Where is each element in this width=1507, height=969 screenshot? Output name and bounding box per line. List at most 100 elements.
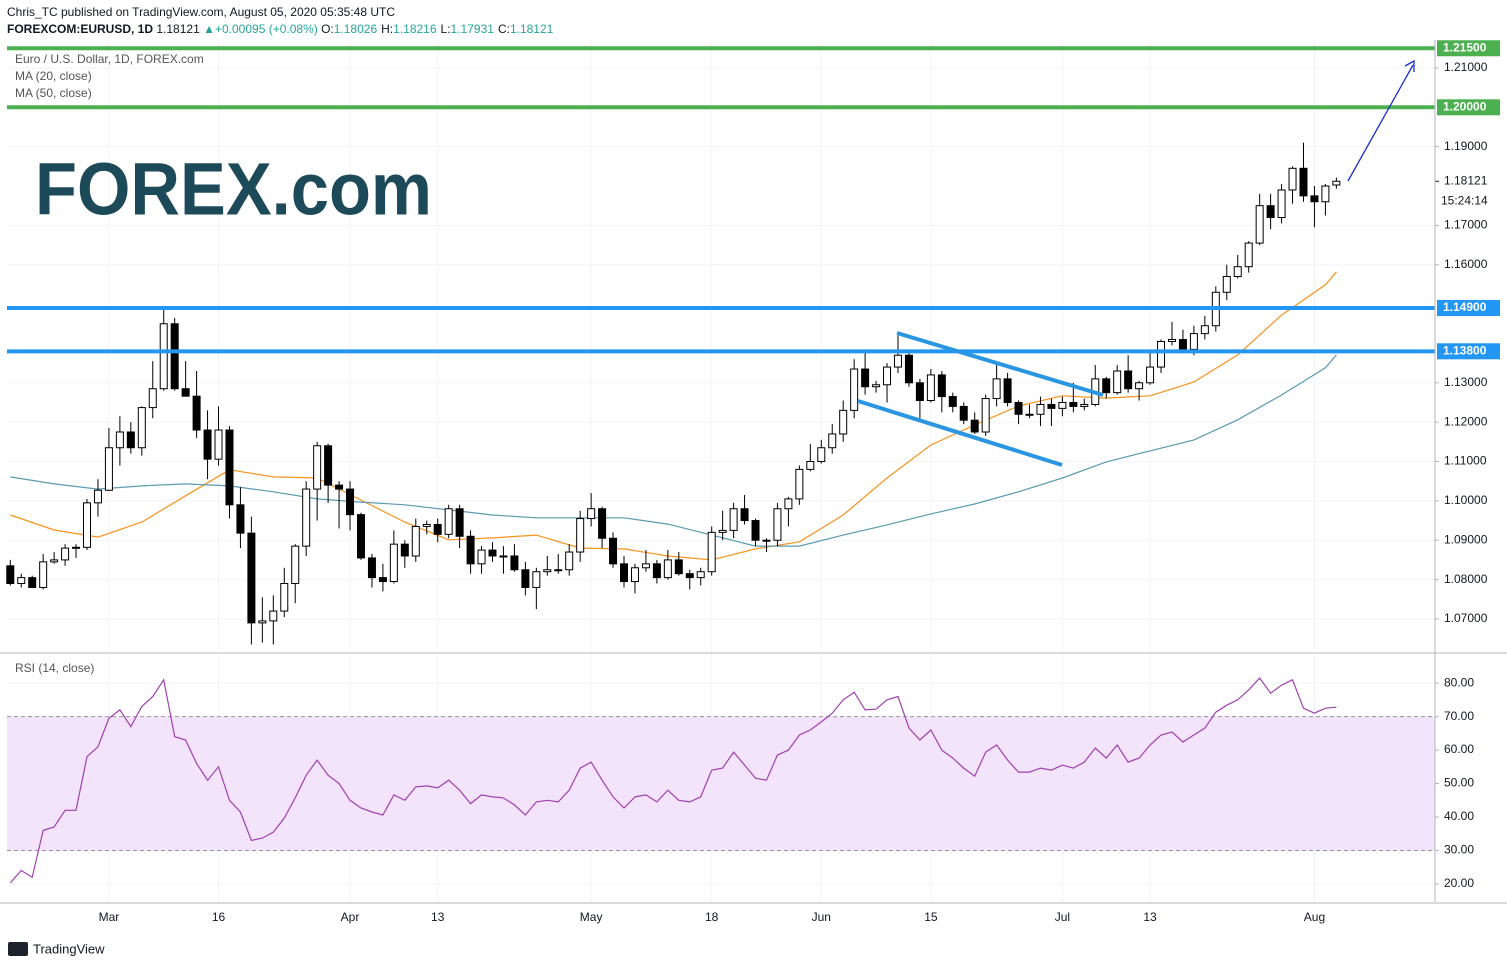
candle-body	[61, 547, 70, 561]
legend-ma20: MA (20, close)	[15, 69, 92, 83]
candle-body	[926, 374, 935, 402]
x-tick-label: Apr	[341, 910, 360, 924]
candle-body	[959, 405, 968, 421]
candle-body	[1233, 266, 1242, 278]
candle-body	[1321, 185, 1330, 203]
candle-body	[324, 445, 333, 486]
candle-body	[1058, 401, 1067, 409]
candle-body	[1157, 340, 1166, 368]
ohlc-label: H:	[381, 22, 394, 36]
candle-body	[1299, 167, 1308, 197]
y-tick-label: 1.21000	[1444, 60, 1488, 74]
candle-body	[609, 537, 618, 565]
candle-body	[302, 488, 311, 547]
candle-body	[291, 545, 300, 585]
level-label: 1.13800	[1443, 343, 1487, 357]
x-tick-label: Jun	[812, 910, 831, 924]
arrow-head	[1404, 59, 1415, 72]
candle-body	[1102, 378, 1111, 394]
candle-body	[1277, 189, 1286, 218]
candle-body	[1113, 370, 1122, 394]
candle-body	[674, 559, 683, 575]
rsi-title: RSI (14, close)	[15, 661, 94, 675]
channel-upper	[896, 331, 1104, 397]
candle-body	[1244, 242, 1253, 268]
candle-body	[104, 447, 113, 491]
candle-body	[50, 559, 59, 563]
level-label-bg	[1437, 99, 1500, 116]
candle-body	[532, 571, 541, 588]
candle-body	[6, 565, 15, 585]
symbol-line: FOREXCOM:EURUSD, 1D 1.18121 ▲+0.00095 (+…	[7, 22, 557, 36]
candle-body	[192, 395, 201, 431]
candle-body	[203, 429, 212, 460]
candle-body	[247, 532, 256, 624]
x-tick-label: Jul	[1055, 910, 1070, 924]
candle-body	[181, 388, 190, 397]
candle-body	[1069, 401, 1078, 407]
y-tick-label: 60.00	[1444, 742, 1474, 756]
candle-body	[83, 502, 92, 548]
y-tick-label: 80.00	[1444, 675, 1474, 689]
level-label: 1.14900	[1443, 300, 1487, 314]
candle-body	[828, 433, 837, 449]
marks: Mar 16 Apr 13 May 18 Jun 15 Jul 13 Aug 1.21000 1.190…	[6, 40, 1500, 924]
candle-body	[400, 543, 409, 557]
candle-body	[707, 531, 716, 573]
candle-body	[17, 577, 26, 585]
candle-body	[258, 620, 267, 624]
candle-body	[1200, 325, 1209, 335]
y-tick-label: 1.09000	[1444, 532, 1488, 546]
symbol: FOREXCOM:EURUSD, 1D	[7, 22, 154, 36]
ohlc-label: C:	[497, 22, 510, 36]
candle-body	[817, 447, 826, 463]
ohlc: O:1.18026 H:1.18216 L:1.17931 C:1.18121	[321, 22, 557, 36]
candle-body	[587, 508, 596, 520]
candle-body	[159, 323, 168, 390]
line	[9, 677, 1337, 884]
candle-body	[214, 429, 223, 460]
candle-body	[510, 555, 519, 571]
y-tick-label: 40.00	[1444, 809, 1474, 823]
candle-body	[729, 508, 738, 531]
candle-body	[521, 569, 530, 588]
candle-body	[313, 445, 322, 490]
logo: FOREX.com	[35, 148, 432, 231]
line	[10, 354, 1337, 547]
change-arrow: ▲	[203, 22, 215, 36]
candle-body	[1310, 195, 1319, 203]
candle-body	[1266, 205, 1275, 218]
y-tick-label: 50.00	[1444, 776, 1474, 790]
candle-body	[1178, 339, 1187, 350]
y-tick-label: 1.10000	[1444, 493, 1488, 507]
candle-body	[641, 563, 650, 569]
y-tick-label: 70.00	[1444, 709, 1474, 723]
ohlc-label: O:	[321, 22, 334, 36]
y-tick-label: 1.08000	[1444, 572, 1488, 586]
candle-body	[937, 374, 946, 398]
published-line: Chris_TC published on TradingView.com, A…	[7, 5, 396, 19]
last: 1.18121	[156, 22, 200, 36]
countdown: 15:24:14	[1441, 193, 1488, 207]
last-price-label: 1.18121	[1444, 173, 1488, 187]
chart-title: Euro / U.S. Dollar, 1D, FOREX.com	[15, 52, 204, 66]
candle-body	[444, 508, 453, 535]
candle-body	[663, 559, 672, 579]
y-tick-label: 1.19000	[1444, 139, 1488, 153]
ohlc-value: 1.18026	[333, 22, 378, 36]
candle-body	[576, 518, 585, 553]
candle-body	[773, 508, 782, 541]
x-tick-label: Aug	[1304, 910, 1325, 924]
candle-body	[762, 539, 771, 542]
candle-body	[620, 563, 629, 583]
candle-body	[795, 468, 804, 500]
candle-body	[335, 484, 344, 490]
candle-body	[93, 489, 102, 504]
candle-body	[718, 529, 727, 533]
y-tick-label: 1.13000	[1444, 375, 1488, 389]
candle-body	[422, 523, 431, 527]
change: +0.00095 (+0.08%)	[214, 22, 318, 36]
candle-body	[1189, 333, 1198, 350]
candle-body	[872, 384, 881, 388]
candle-body	[269, 610, 278, 622]
